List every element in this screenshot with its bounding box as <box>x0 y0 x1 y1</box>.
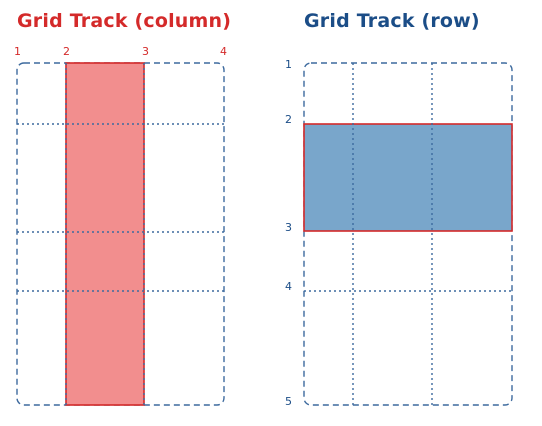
row-line-label-3: 3 <box>285 221 292 234</box>
column-line-label-1: 1 <box>14 45 21 58</box>
row-highlighted-track <box>304 124 512 231</box>
column-track-diagram: 1 2 3 4 <box>14 45 227 405</box>
column-line-label-4: 4 <box>220 45 227 58</box>
row-line-label-2: 2 <box>285 113 292 126</box>
column-line-label-3: 3 <box>142 45 149 58</box>
row-line-label-4: 4 <box>285 280 292 293</box>
column-line-label-2: 2 <box>63 45 70 58</box>
column-highlighted-track <box>66 63 144 405</box>
row-track-diagram: 1 2 3 4 5 <box>285 58 512 408</box>
row-grid-outline <box>304 63 512 405</box>
row-line-label-5: 5 <box>285 395 292 408</box>
row-line-label-1: 1 <box>285 58 292 71</box>
